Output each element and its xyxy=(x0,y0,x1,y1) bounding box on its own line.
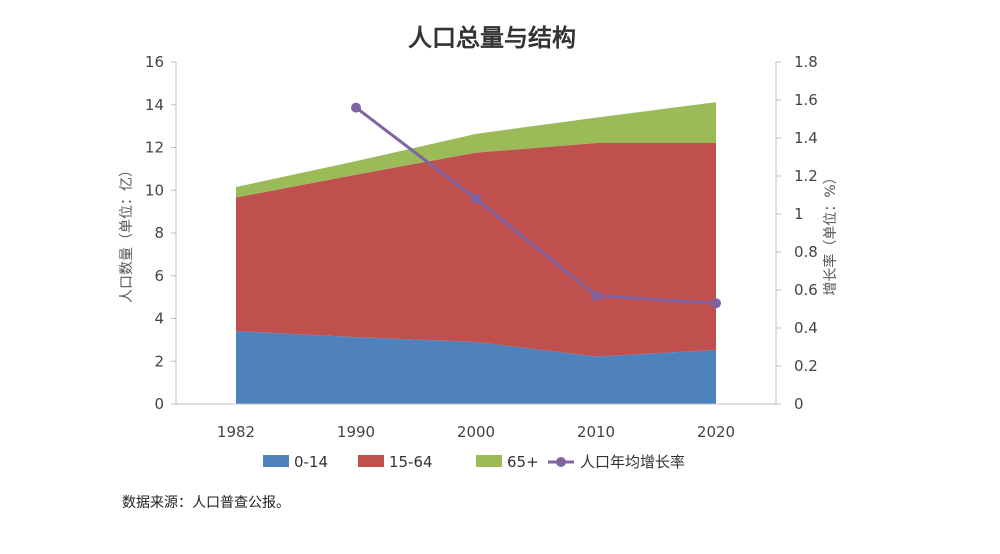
area-15-64 xyxy=(236,143,716,357)
legend-swatch xyxy=(263,455,289,467)
y-right-tick-label: 1 xyxy=(794,205,804,223)
area-65+ xyxy=(236,102,716,198)
y-left-tick-label: 10 xyxy=(145,181,164,199)
y-left-tick-label: 14 xyxy=(145,96,164,114)
line-layer xyxy=(351,102,721,309)
y-left-tick-label: 16 xyxy=(145,53,164,71)
y-right-tick-label: 1.8 xyxy=(794,53,818,71)
legend-label: 15-64 xyxy=(389,453,433,471)
line-growth-rate xyxy=(355,106,717,305)
source-note: 数据来源：人口普查公报。 xyxy=(122,495,290,511)
y-right-tick-label: 0.6 xyxy=(794,281,818,299)
x-tick-label: 1982 xyxy=(217,423,255,441)
y-right-tick-label: 1.4 xyxy=(794,129,818,147)
y-right-tick-label: 0.2 xyxy=(794,357,818,375)
y-right-tick-label: 0.8 xyxy=(794,243,818,261)
y-left-tick-label: 12 xyxy=(145,139,164,157)
y-left-tick-label: 4 xyxy=(154,310,164,328)
y-right-tick-label: 1.6 xyxy=(794,91,818,109)
legend-swatch xyxy=(476,455,502,467)
chart-title: 人口总量与结构 xyxy=(408,23,576,52)
area-layer xyxy=(236,102,716,404)
y-left-tick-label: 8 xyxy=(154,224,164,242)
point-growth-rate xyxy=(711,298,721,309)
legend-marker xyxy=(556,457,566,467)
x-tick-label: 2010 xyxy=(577,423,615,441)
y-left-tick-label: 0 xyxy=(154,395,164,413)
y-right-tick-label: 0 xyxy=(794,395,804,413)
y-right-tick-label: 1.2 xyxy=(794,167,818,185)
x-tick-label: 1990 xyxy=(337,423,375,441)
area-0-14 xyxy=(236,331,716,404)
y-axis-left-label: 人口数量（单位：亿） xyxy=(119,163,135,303)
legend-label: 人口年均增长率 xyxy=(580,453,685,471)
legend-label: 65+ xyxy=(507,453,539,471)
legend-label: 0-14 xyxy=(294,453,328,471)
point-growth-rate xyxy=(351,102,361,113)
y-axis-right-label: 增长率（单位：%） xyxy=(822,170,839,295)
x-tick-label: 2020 xyxy=(697,423,735,441)
point-growth-rate xyxy=(591,290,601,301)
y-right-tick-label: 0.4 xyxy=(794,319,818,337)
x-tick-label: 2000 xyxy=(457,423,495,441)
point-growth-rate xyxy=(471,193,481,204)
axes: 0 2 4 6 8 10 12 14 16 0 0.2 0.4 0.6 0.8 1 1.2 1.4 1.6 1.8 1… xyxy=(145,53,818,441)
legend: 0-14 15-64 65+ 人口年均增长率 xyxy=(263,453,685,471)
y-left-tick-label: 2 xyxy=(154,352,164,370)
legend-swatch xyxy=(358,455,384,467)
y-left-tick-label: 6 xyxy=(154,267,164,285)
